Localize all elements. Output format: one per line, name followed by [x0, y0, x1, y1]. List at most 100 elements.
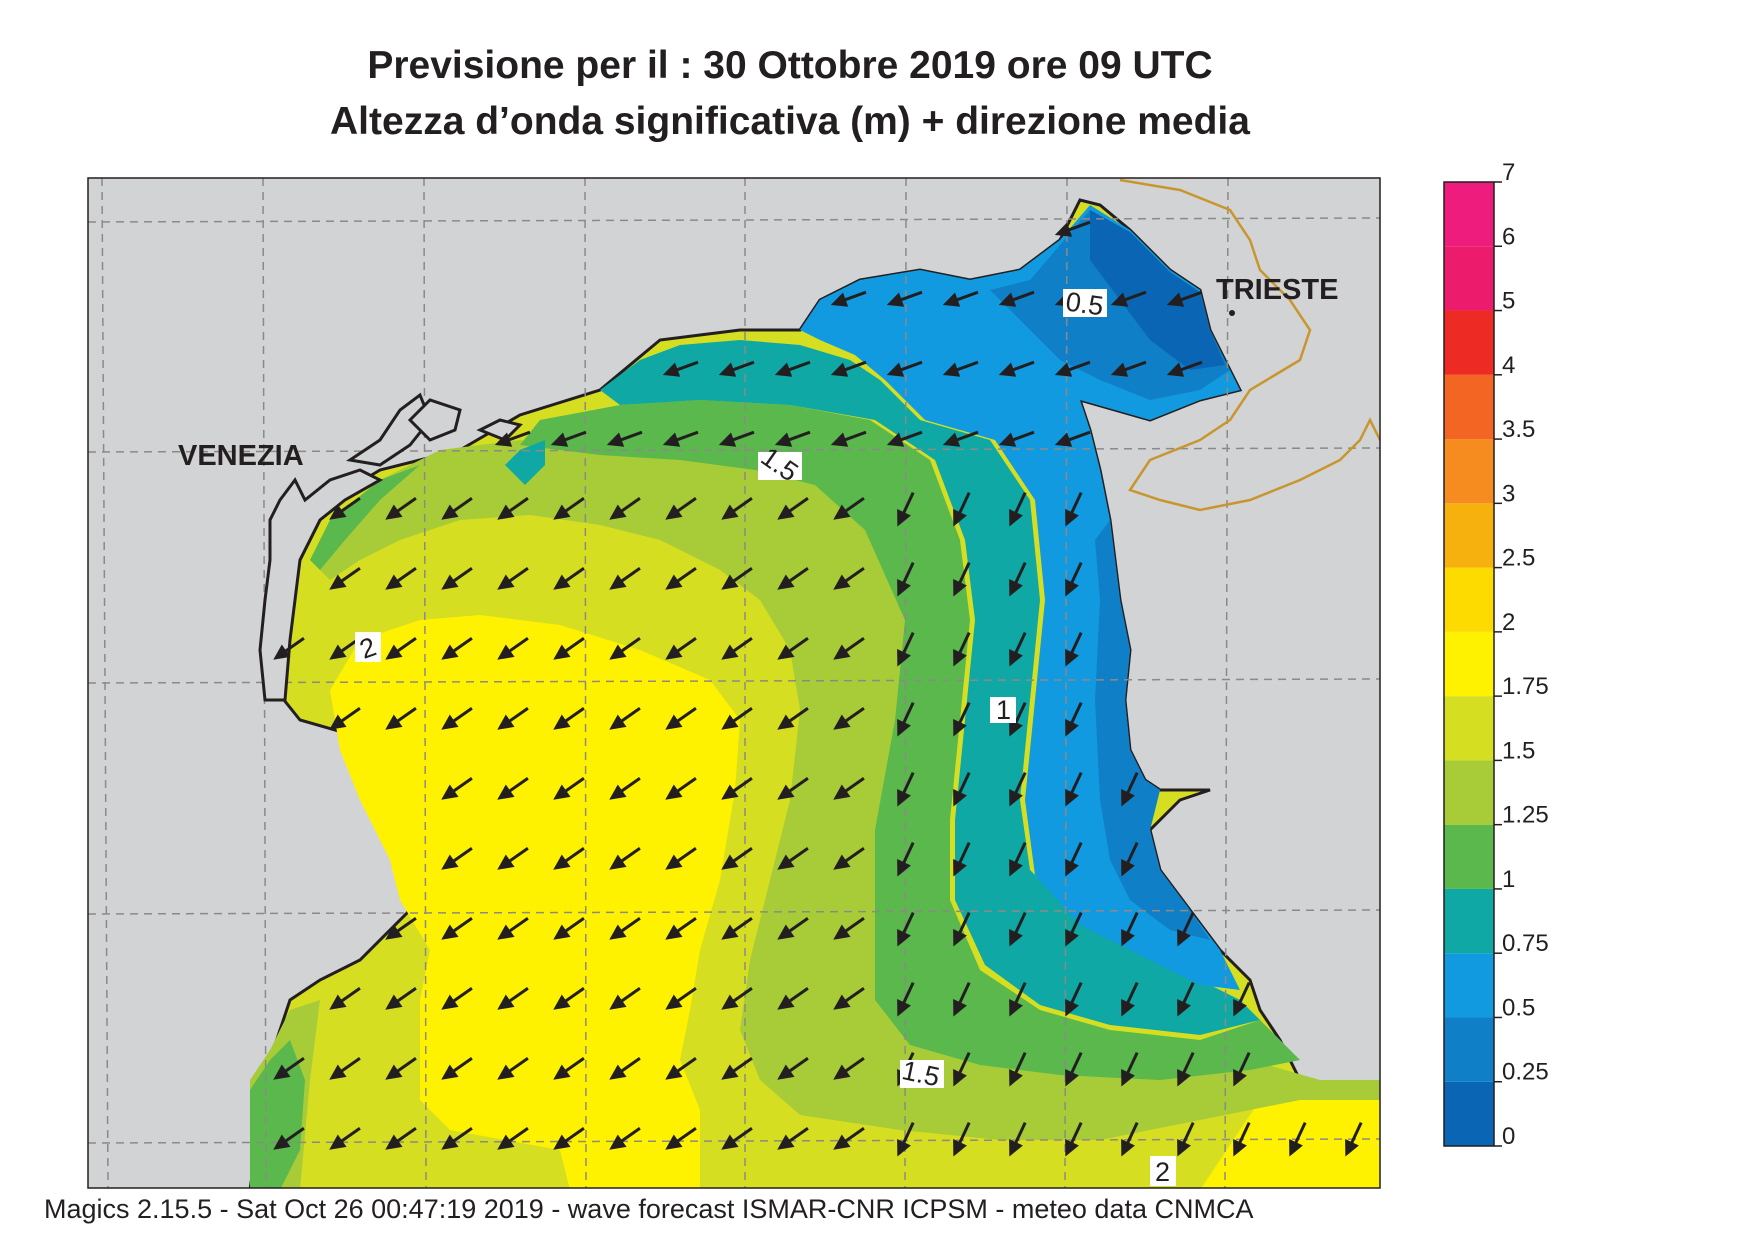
wave-direction-arrowhead	[830, 432, 849, 447]
wave-direction-arrowhead	[897, 1139, 911, 1157]
wave-direction-arrowhead	[1009, 1139, 1023, 1157]
colorbar-frame	[1443, 181, 1495, 1147]
wave-direction-arrowhead	[385, 504, 403, 520]
wave-direction-arrowhead	[886, 292, 905, 307]
wave-direction-arrowhead	[662, 362, 681, 377]
wave-direction-arrowhead	[833, 504, 851, 520]
wave-direction-arrowhead	[665, 994, 683, 1010]
wave-direction-arrowhead	[329, 994, 347, 1010]
wave-direction-arrowhead	[953, 579, 967, 597]
wave-direction-arrowhead	[897, 649, 911, 667]
wave-direction-arrowhead	[1121, 929, 1135, 947]
wave-direction-arrowhead	[385, 1064, 403, 1080]
wave-direction-arrowhead	[777, 784, 795, 800]
wave-direction-arrowhead	[329, 574, 347, 590]
wave-direction-arrowhead	[329, 504, 347, 520]
wave-direction-arrowhead	[953, 649, 967, 667]
colorbar-segment	[1444, 439, 1494, 504]
contour-label-0.5: 0.5	[1064, 286, 1105, 321]
wave-direction-arrowhead	[721, 994, 739, 1010]
wave-direction-arrowhead	[441, 854, 459, 870]
wave-direction-arrowhead	[553, 994, 571, 1010]
wave-direction-arrowhead	[665, 644, 683, 660]
map-frame	[87, 177, 1381, 1189]
wave-height-zone-0.25-0.5	[1090, 210, 1225, 370]
wave-direction-arrowhead	[1009, 1069, 1023, 1087]
wave-direction-arrowhead	[665, 1134, 683, 1150]
wave-direction-arrowhead	[553, 784, 571, 800]
colorbar-tick-label: 0	[1502, 1123, 1515, 1150]
wave-direction-arrowhead	[441, 784, 459, 800]
wave-direction-arrowhead	[497, 924, 515, 940]
wave-direction-arrowhead	[897, 719, 911, 737]
wave-direction-arrowhead	[441, 504, 459, 520]
wave-direction-arrowhead	[1009, 579, 1023, 597]
wave-direction-arrowhead	[1110, 362, 1129, 377]
colorbar-tick-label: 2.5	[1502, 545, 1535, 572]
wave-direction-arrowhead	[497, 994, 515, 1010]
wave-direction-arrowhead	[953, 509, 967, 527]
wave-direction-arrowhead	[441, 924, 459, 940]
wave-direction-arrowhead	[718, 362, 737, 377]
wave-direction-arrowhead	[609, 1064, 627, 1080]
place-label-venezia: VENEZIA	[178, 440, 304, 472]
colorbar-segment	[1444, 567, 1494, 632]
wave-direction-arrowhead	[777, 714, 795, 730]
wave-direction-arrowhead	[1054, 222, 1073, 237]
wave-height-zone-1.25-1.5-sw	[250, 1040, 305, 1188]
forecast-date-title: Previsione per il : 30 Ottobre 2019 ore …	[367, 44, 1213, 87]
wave-height-zone-2-2.5-south	[1201, 1090, 1380, 1188]
wave-direction-arrowhead	[550, 432, 569, 447]
colorbar-segment	[1444, 888, 1494, 954]
wave-direction-arrowhead	[553, 574, 571, 590]
colorbar-tick-label: 0.5	[1502, 994, 1535, 1021]
colorbar-segment	[1444, 310, 1494, 375]
colorbar-segment	[1444, 182, 1494, 247]
wave-direction-arrowhead	[777, 1064, 795, 1080]
wave-direction-arrowhead	[497, 854, 515, 870]
wave-direction-arrowhead	[385, 644, 403, 660]
wave-direction-arrowhead	[721, 854, 739, 870]
wave-direction-arrowhead	[718, 432, 737, 447]
wave-direction-arrowhead	[441, 1134, 459, 1150]
wave-direction-arrowhead	[553, 714, 571, 730]
wave-direction-arrowhead	[721, 574, 739, 590]
wave-direction-arrowhead	[1065, 859, 1079, 877]
wave-height-zone-1.25-1.5	[520, 400, 1300, 1080]
colorbar-segment	[1444, 760, 1494, 825]
contour-label-box-1.5-top	[758, 452, 802, 480]
wave-direction-arrowhead	[953, 1069, 967, 1087]
wave-direction-arrowhead	[1009, 649, 1023, 667]
place-label-trieste: TRIESTE	[1216, 274, 1338, 306]
wave-direction-arrowhead	[1289, 1139, 1303, 1157]
wave-direction-arrowhead	[273, 644, 291, 660]
wave-direction-arrowhead	[774, 362, 793, 377]
wave-direction-arrowhead	[553, 924, 571, 940]
colorbar-tick-label: 1.75	[1502, 673, 1549, 700]
wave-direction-arrowhead	[385, 924, 403, 940]
wave-direction-arrowhead	[897, 859, 911, 877]
wave-direction-arrowhead	[385, 1134, 403, 1150]
venice-lagoon	[258, 392, 523, 702]
wave-direction-arrowhead	[1065, 509, 1079, 527]
wave-direction-arrowhead	[441, 644, 459, 660]
wave-direction-arrowhead	[833, 924, 851, 940]
wave-height-colorbar: 0 0.25 0.5 0.75 1 1.25 1.5 1.75 2 2.5 3 3.5 4 5 6 7	[1443, 159, 1549, 1150]
wave-direction-arrowhead	[385, 714, 403, 730]
wave-direction-arrowhead	[1009, 999, 1023, 1017]
wave-direction-arrowhead	[553, 1064, 571, 1080]
wave-direction-arrowhead	[833, 1064, 851, 1080]
wave-direction-arrowhead	[609, 714, 627, 730]
wave-direction-arrowhead	[777, 924, 795, 940]
wave-direction-arrowhead	[998, 292, 1017, 307]
wave-direction-arrowhead	[1166, 292, 1185, 307]
wave-direction-arrowhead	[721, 714, 739, 730]
wave-direction-arrowhead	[329, 714, 347, 730]
contour-label-box-1.5-bottom	[900, 1060, 944, 1088]
wave-direction-arrowhead	[897, 509, 911, 527]
wave-direction-arrowhead	[833, 574, 851, 590]
wave-direction-arrowhead	[553, 644, 571, 660]
colorbar-segment	[1444, 953, 1494, 1018]
wave-direction-arrowhead	[1177, 929, 1191, 947]
